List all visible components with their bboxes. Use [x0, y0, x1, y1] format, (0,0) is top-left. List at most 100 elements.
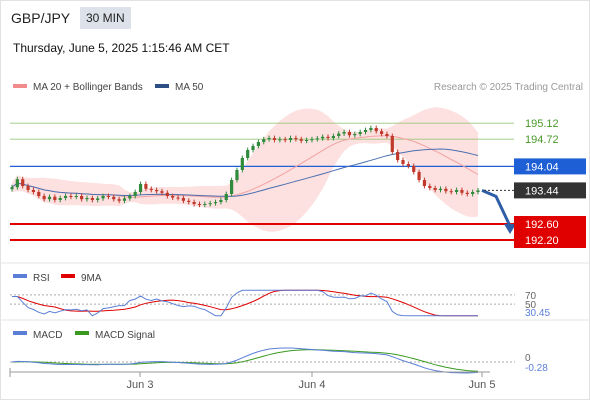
- candle-body: [160, 191, 164, 193]
- candle-body: [401, 160, 405, 164]
- price-panel: 195.12 194.72 194.04 193.44 192.60 192.20: [10, 107, 586, 248]
- level-label-194.72: 194.72: [525, 134, 559, 146]
- candle-body: [133, 192, 137, 196]
- candle-body: [165, 192, 169, 196]
- ma50-legend-label: MA 50: [175, 82, 204, 93]
- macd-line: [11, 347, 479, 374]
- candle-body: [267, 138, 271, 140]
- candle-body: [449, 191, 453, 193]
- rsi9ma-legend-swatch: [61, 274, 75, 278]
- candle-body: [251, 146, 255, 150]
- candle-body: [283, 139, 287, 141]
- rsi-9ma-line: [12, 289, 478, 317]
- candle-body: [101, 196, 105, 199]
- rsi-legend-label: RSI: [33, 273, 50, 284]
- candle-body: [379, 131, 384, 134]
- time-tick-label: Jun 4: [299, 379, 326, 391]
- candle-body: [288, 138, 293, 140]
- candle-body: [471, 192, 475, 194]
- candle-body: [149, 188, 153, 190]
- candle-body: [433, 188, 437, 190]
- candle-body: [315, 138, 319, 140]
- candle-body: [476, 190, 480, 192]
- candle-body: [278, 139, 282, 141]
- candle-body: [272, 138, 277, 140]
- candle-body: [90, 198, 94, 200]
- candle-body: [262, 139, 266, 142]
- candle-body: [337, 133, 341, 136]
- level-label-195.12: 195.12: [525, 118, 559, 130]
- candle-body: [203, 204, 207, 205]
- rsi9ma-legend-label: 9MA: [81, 273, 102, 284]
- candle-body: [219, 200, 223, 202]
- timestamp: Thursday, June 5, 2025 1:15:46 AM CET: [13, 41, 230, 55]
- rsi-current-value: 30.45: [525, 308, 550, 319]
- candle-body: [406, 164, 410, 166]
- symbol-title: GBP/JPY: [11, 10, 71, 26]
- candle-body: [63, 196, 68, 198]
- macd-current-value: -0.28: [525, 363, 548, 374]
- level-label-193.44: 193.44: [525, 185, 559, 197]
- candle-body: [358, 132, 362, 134]
- candle-body: [74, 196, 78, 197]
- candle-body: [26, 186, 30, 190]
- candle-body: [31, 190, 36, 192]
- rsi-line: [12, 289, 478, 317]
- candle-body: [331, 136, 335, 138]
- ma50-line: [11, 148, 479, 197]
- rsi-tick-70: 70: [525, 291, 537, 302]
- candle-body: [21, 179, 25, 186]
- candle-body: [438, 188, 443, 190]
- rsi-legend: RSI 9MA: [13, 273, 102, 284]
- interval-badge[interactable]: 30 MIN: [80, 7, 131, 29]
- candle-body: [187, 200, 191, 202]
- candle-body: [256, 142, 260, 146]
- candle-body: [208, 203, 212, 205]
- macd-signal-line: [11, 349, 479, 372]
- ma20-legend-swatch: [13, 84, 27, 88]
- candle-body: [444, 188, 448, 192]
- candle-body: [122, 198, 127, 201]
- candle-body: [299, 139, 303, 141]
- macd-panel: 0-0.28: [10, 347, 548, 374]
- candle-body: [47, 196, 52, 200]
- bollinger-band: [12, 107, 478, 232]
- candle-body: [176, 197, 180, 199]
- candle-body: [454, 190, 459, 192]
- candle-body: [385, 134, 389, 136]
- candle-body: [37, 192, 41, 196]
- candle-body: [294, 138, 298, 140]
- candle-body: [326, 136, 330, 138]
- candle-body: [15, 179, 19, 188]
- candle-body: [246, 150, 250, 158]
- candle-body: [96, 198, 100, 200]
- level-box-193.44: [514, 182, 586, 199]
- level-label-194.04: 194.04: [525, 161, 559, 173]
- candle-body: [58, 198, 62, 200]
- level-box-192.60: [514, 216, 586, 232]
- candle-body: [321, 136, 325, 139]
- rsi-legend-swatch: [13, 274, 27, 278]
- candle-body: [213, 202, 218, 204]
- macd-signal-legend-label: MACD Signal: [95, 330, 155, 341]
- macd-legend-label: MACD: [33, 330, 62, 341]
- level-box-192.20: [514, 232, 586, 248]
- candle-body: [235, 170, 239, 180]
- candle-body: [69, 196, 73, 197]
- ma50-legend-swatch: [155, 84, 169, 88]
- candle-body: [240, 158, 244, 170]
- price-legend: MA 20 + Bollinger Bands MA 50 Research ©…: [13, 82, 583, 93]
- candle-body: [85, 198, 89, 200]
- candle-body: [117, 199, 121, 201]
- candle-body: [171, 196, 175, 198]
- candle-body: [112, 196, 116, 200]
- candle-body: [197, 204, 202, 205]
- candle-body: [155, 190, 159, 192]
- ma20-legend-label: MA 20 + Bollinger Bands: [33, 82, 143, 93]
- forecast-arrow-head: [504, 224, 516, 234]
- time-axis: Jun 3 Jun 4 Jun 5: [9, 368, 495, 391]
- candle-body: [10, 187, 14, 190]
- candle-body: [342, 132, 346, 134]
- candle-body: [428, 186, 432, 188]
